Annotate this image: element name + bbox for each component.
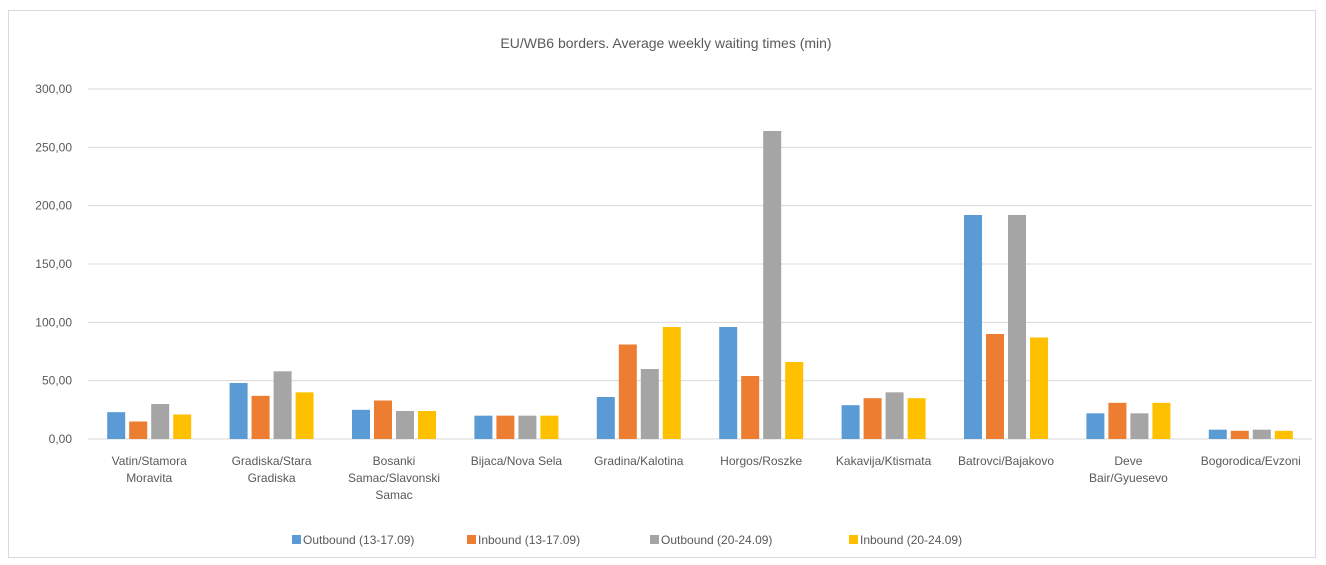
- x-tick-label: Vatin/Stamora Moravita: [112, 454, 187, 485]
- bar: [785, 362, 803, 439]
- bar: [842, 405, 860, 439]
- bar: [663, 327, 681, 439]
- bar: [864, 398, 882, 439]
- bar: [474, 416, 492, 439]
- bar: [1030, 338, 1048, 440]
- x-tick-label: Bogorodica/Evzoni: [1201, 454, 1301, 468]
- y-tick-label: 50,00: [42, 374, 72, 388]
- legend-item: Outbound (20-24.09): [650, 533, 772, 547]
- legend-label: Inbound (20-24.09): [860, 533, 962, 547]
- bar: [986, 334, 1004, 439]
- bar: [1108, 403, 1126, 439]
- chart-title: EU/WB6 borders. Average weekly waiting t…: [500, 35, 831, 51]
- bar: [518, 416, 536, 439]
- y-tick-label: 100,00: [35, 315, 72, 329]
- bar: [374, 401, 392, 440]
- bar: [741, 376, 759, 439]
- x-tick-label: Deve Bair/Gyuesevo: [1089, 454, 1168, 485]
- bar: [1008, 215, 1026, 439]
- x-tick-label: Bijaca/Nova Sela: [471, 454, 563, 468]
- bar: [964, 215, 982, 439]
- legend-swatch: [849, 535, 858, 544]
- bar: [252, 396, 270, 439]
- bar: [1130, 413, 1148, 439]
- bar: [496, 416, 514, 439]
- y-tick-label: 200,00: [35, 199, 72, 213]
- bar: [886, 392, 904, 439]
- y-tick-label: 250,00: [35, 140, 72, 154]
- bar: [418, 411, 436, 439]
- bar: [352, 410, 370, 439]
- legend-item: Outbound (13-17.09): [292, 533, 414, 547]
- bar: [1152, 403, 1170, 439]
- legend-label: Outbound (13-17.09): [303, 533, 414, 547]
- bar: [107, 412, 125, 439]
- legend-item: Inbound (20-24.09): [849, 533, 962, 547]
- legend-label: Outbound (20-24.09): [661, 533, 772, 547]
- x-axis-labels: Vatin/Stamora Moravita Gradiska/Stara Gradi…: [112, 454, 1301, 502]
- y-tick-label: 150,00: [35, 257, 72, 271]
- x-tick-label: Kakavija/Ktismata: [836, 454, 932, 468]
- bar: [151, 404, 169, 439]
- legend-swatch: [467, 535, 476, 544]
- gridlines: [88, 89, 1312, 439]
- bar: [1275, 431, 1293, 439]
- bar: [1253, 430, 1271, 439]
- x-tick-label: Batrovci/Bajakovo: [958, 454, 1054, 468]
- bar: [540, 416, 558, 439]
- bar: [619, 345, 637, 440]
- bar: [1086, 413, 1104, 439]
- bar: [230, 383, 248, 439]
- bar: [1209, 430, 1227, 439]
- bar: [396, 411, 414, 439]
- bar: [763, 131, 781, 439]
- bar: [641, 369, 659, 439]
- bar: [1231, 431, 1249, 439]
- y-axis-ticks: 0,00 50,00 100,00 150,00 200,00 250,00 300,00: [35, 82, 72, 446]
- bars: [107, 131, 1293, 439]
- legend: Outbound (13-17.09) Inbound (13-17.09) Out…: [292, 533, 962, 547]
- bar: [908, 398, 926, 439]
- bar: [274, 371, 292, 439]
- bar: [129, 422, 147, 440]
- y-tick-label: 0,00: [49, 432, 73, 446]
- bar: [296, 392, 314, 439]
- legend-swatch: [292, 535, 301, 544]
- legend-item: Inbound (13-17.09): [467, 533, 580, 547]
- bar: [719, 327, 737, 439]
- legend-swatch: [650, 535, 659, 544]
- bar: [597, 397, 615, 439]
- y-tick-label: 300,00: [35, 82, 72, 96]
- x-tick-label: Bosanki Samac/Slavonski Samac: [348, 454, 440, 502]
- x-tick-label: Horgos/Roszke: [720, 454, 802, 468]
- x-tick-label: Gradiska/Stara Gradiska: [232, 454, 312, 485]
- x-tick-label: Gradina/Kalotina: [594, 454, 684, 468]
- legend-label: Inbound (13-17.09): [478, 533, 580, 547]
- bar: [173, 415, 191, 440]
